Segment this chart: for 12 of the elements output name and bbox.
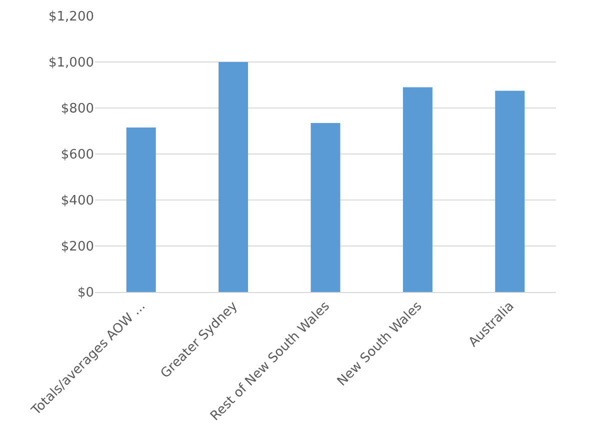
bar bbox=[495, 90, 525, 292]
bar bbox=[218, 62, 248, 292]
y-tick-label: $600 bbox=[60, 148, 94, 163]
y-tick-label: $1,000 bbox=[48, 56, 94, 71]
bar bbox=[126, 128, 156, 292]
y-tick-label: $0 bbox=[77, 286, 94, 301]
bar bbox=[402, 87, 432, 292]
y-tick-label: $200 bbox=[60, 240, 94, 255]
bar bbox=[310, 122, 340, 292]
y-tick-label: $1,200 bbox=[48, 10, 94, 25]
y-tick-label: $800 bbox=[60, 102, 94, 117]
y-tick-label: $400 bbox=[60, 194, 94, 209]
